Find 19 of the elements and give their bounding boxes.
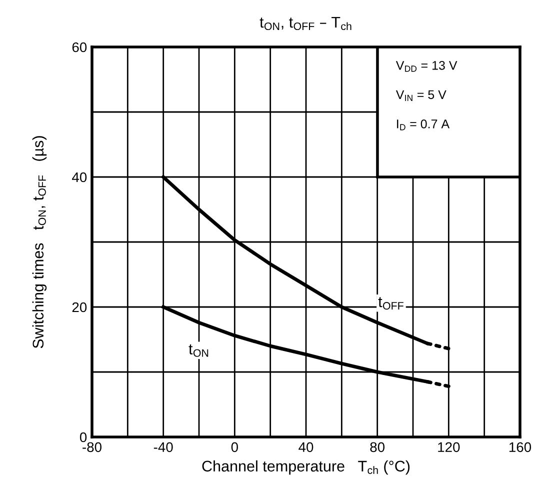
annotation: V$_{DD}$ = 13 V — [396, 60, 458, 72]
x-tick-label: 40 — [298, 442, 314, 452]
series-label: t$_{ON}$ — [188, 344, 208, 357]
x-axis-title: Channel temperature T$_{ch}$ (°C) — [202, 460, 410, 475]
x-tick-label: -40 — [154, 442, 173, 452]
x-tick-label: 0 — [231, 442, 238, 452]
annotation: I$_{D}$ = 0.7 A — [397, 119, 450, 130]
x-tick-label: 80 — [370, 442, 385, 452]
x-tick-label: -80 — [82, 442, 102, 452]
y-tick-label: 40 — [72, 172, 87, 182]
series-label: t$_{OFF}$ — [378, 297, 404, 310]
x-tick-label: 160 — [509, 442, 532, 452]
x-tick-label: 120 — [438, 442, 460, 452]
text: Switching times t$_{ON}$, t$_{OFF}$ (µs) — [32, 136, 47, 348]
y-tick-label: 20 — [72, 302, 87, 312]
y-tick-label: 0 — [80, 432, 87, 442]
annotation: V$_{IN}$ = 5 V — [396, 90, 446, 101]
chart-title: t$_{ON}$, t$_{OFF}$ – T$_{ch}$ — [260, 17, 352, 30]
y-tick-label: 60 — [72, 42, 87, 52]
